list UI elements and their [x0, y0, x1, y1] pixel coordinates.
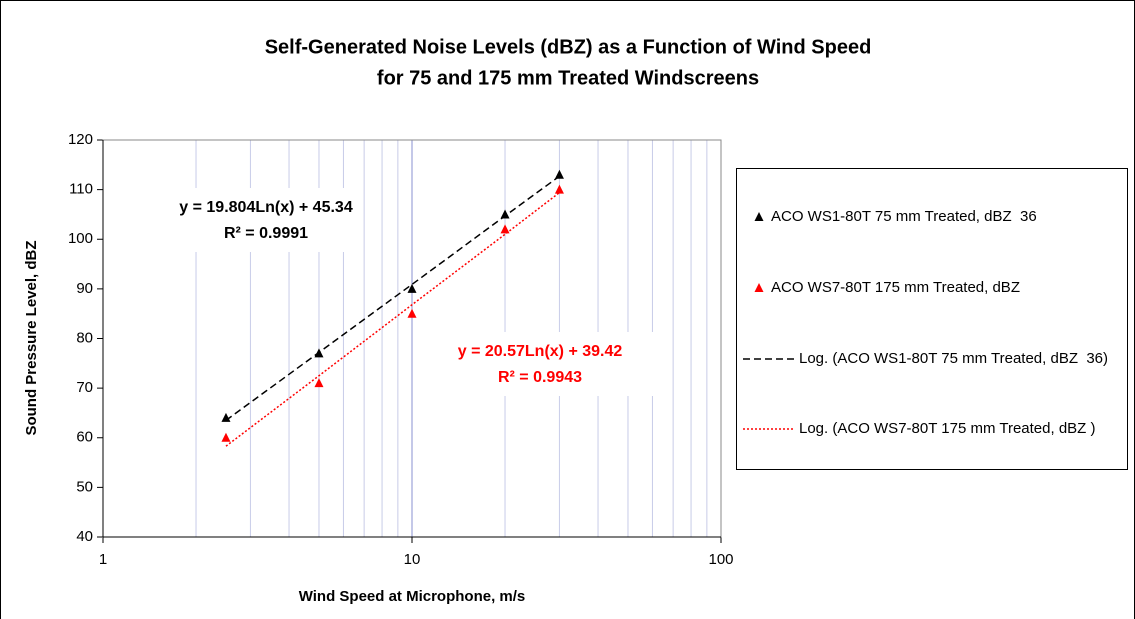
- annotation: R² = 0.9991: [224, 225, 308, 242]
- legend-label: ACO WS7-80T 175 mm Treated, dBZ: [771, 279, 1020, 296]
- legend: ACO WS1-80T 75 mm Treated, dBZ 36 ACO WS7…: [736, 168, 1128, 470]
- y-tick-label: 100: [68, 230, 93, 247]
- y-tick-label: 110: [69, 181, 93, 198]
- legend-label: ACO WS1-80T 75 mm Treated, dBZ 36: [771, 208, 1037, 225]
- legend-label: Log. (ACO WS7-80T 175 mm Treated, dBZ ): [799, 420, 1096, 437]
- y-tick-label: 120: [68, 131, 93, 148]
- data-point: [221, 432, 231, 442]
- annotation-box: [180, 188, 352, 252]
- annotation: y = 19.804Ln(x) + 45.34: [179, 199, 353, 216]
- data-point: [554, 184, 564, 194]
- chart-title: Self-Generated Noise Levels (dBZ) as a F…: [265, 36, 872, 58]
- data-point: [314, 378, 324, 388]
- legend-swatch: [754, 283, 764, 292]
- data-point: [221, 412, 231, 422]
- legend-entry: Log. (ACO WS1-80T 75 mm Treated, dBZ 36): [737, 347, 1119, 370]
- x-axis-title: Wind Speed at Microphone, m/s: [299, 588, 526, 605]
- data-point: [314, 348, 324, 358]
- x-tick-label: 10: [404, 551, 421, 568]
- data-point: [407, 308, 417, 318]
- data-point: [500, 224, 510, 234]
- x-tick-label: 100: [708, 551, 733, 568]
- legend-marker: [754, 283, 764, 292]
- legend-swatch: [754, 212, 764, 221]
- y-tick-label: 90: [76, 280, 93, 297]
- annotation-box: [422, 332, 658, 396]
- data-point: [407, 283, 417, 293]
- y-tick-label: 40: [76, 528, 93, 545]
- y-tick-label: 50: [76, 478, 93, 495]
- x-tick-label: 1: [99, 551, 107, 568]
- legend-label: Log. (ACO WS1-80T 75 mm Treated, dBZ 36): [799, 350, 1109, 367]
- data-point: [500, 209, 510, 219]
- legend-entry: Log. (ACO WS7-80T 175 mm Treated, dBZ ): [737, 417, 1119, 440]
- legend-entry: ACO WS7-80T 175 mm Treated, dBZ: [737, 276, 1119, 299]
- y-tick-label: 70: [76, 379, 93, 396]
- legend-swatch: [743, 358, 795, 360]
- y-tick-label: 80: [76, 329, 93, 346]
- trend-line: [225, 192, 560, 447]
- y-axis-title: Sound Pressure Level, dBZ: [23, 240, 40, 435]
- y-tick-label: 60: [76, 429, 93, 446]
- annotation: R² = 0.9943: [498, 369, 582, 386]
- legend-entry: ACO WS1-80T 75 mm Treated, dBZ 36: [737, 205, 1119, 228]
- annotation: y = 20.57Ln(x) + 39.42: [458, 343, 623, 360]
- chart-title: for 75 and 175 mm Treated Windscreens: [377, 67, 759, 89]
- legend-swatch: [743, 428, 795, 430]
- trend-line: [225, 175, 560, 421]
- legend-marker: [754, 212, 764, 221]
- data-point: [554, 169, 564, 179]
